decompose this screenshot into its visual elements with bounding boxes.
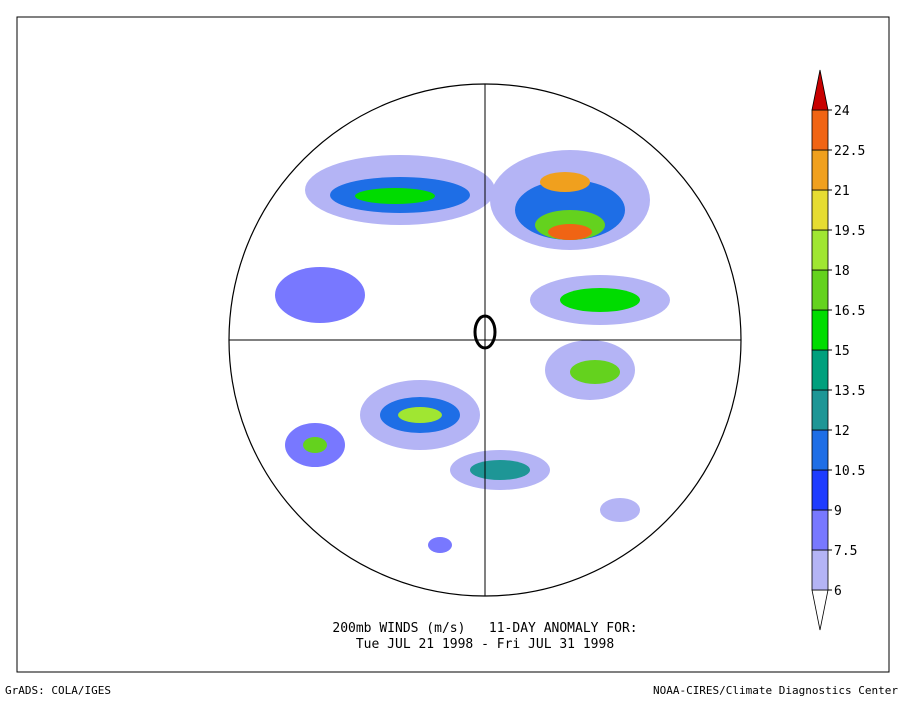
colorbar-segment [811,349,829,391]
footer-left: GrADS: COLA/IGES [5,684,111,697]
colorbar-label: 18 [834,264,850,279]
colorbar-segment [811,189,829,231]
colorbar-label: 12 [834,424,850,439]
colorbar-segment [811,389,829,431]
colorbar-end [811,69,829,111]
colorbar-end [811,589,829,631]
footer-right: NOAA-CIRES/Climate Diagnostics Center [653,684,898,697]
colorbar-segment [811,309,829,351]
colorbar-segment [811,549,829,591]
colorbar-label: 15 [834,344,850,359]
colorbar-label: 22.5 [834,144,865,159]
colorbar-label: 21 [834,184,850,199]
colorbar-label: 13.5 [834,384,865,399]
frame [16,16,890,673]
colorbar: 6 7.5 9 10.5 12 13.5 15 16.5 18 19.5 21 22.5 24 [811,69,865,631]
colorbar-segment [811,509,829,551]
caption-line: Tue JUL 21 1998 - Fri JUL 31 1998 [356,637,614,652]
colorbar-segment [811,149,829,191]
caption-line: 200mb WINDS (m/s) 11-DAY ANOMALY FOR: [332,621,637,636]
colorbar-label: 10.5 [834,464,865,479]
colorbar-label: 16.5 [834,304,865,319]
colorbar-label: 6 [834,584,842,599]
colorbar-label: 19.5 [834,224,865,239]
map [228,83,742,597]
colorbar-segment [811,469,829,511]
colorbar-segment [811,429,829,471]
colorbar-label: 7.5 [834,544,857,559]
colorbar-label: 9 [834,504,842,519]
colorbar-label: 24 [834,104,850,119]
colorbar-segment [811,229,829,271]
colorbar-segment [811,109,829,151]
colorbar-segment [811,269,829,311]
wind-shading [275,150,670,553]
